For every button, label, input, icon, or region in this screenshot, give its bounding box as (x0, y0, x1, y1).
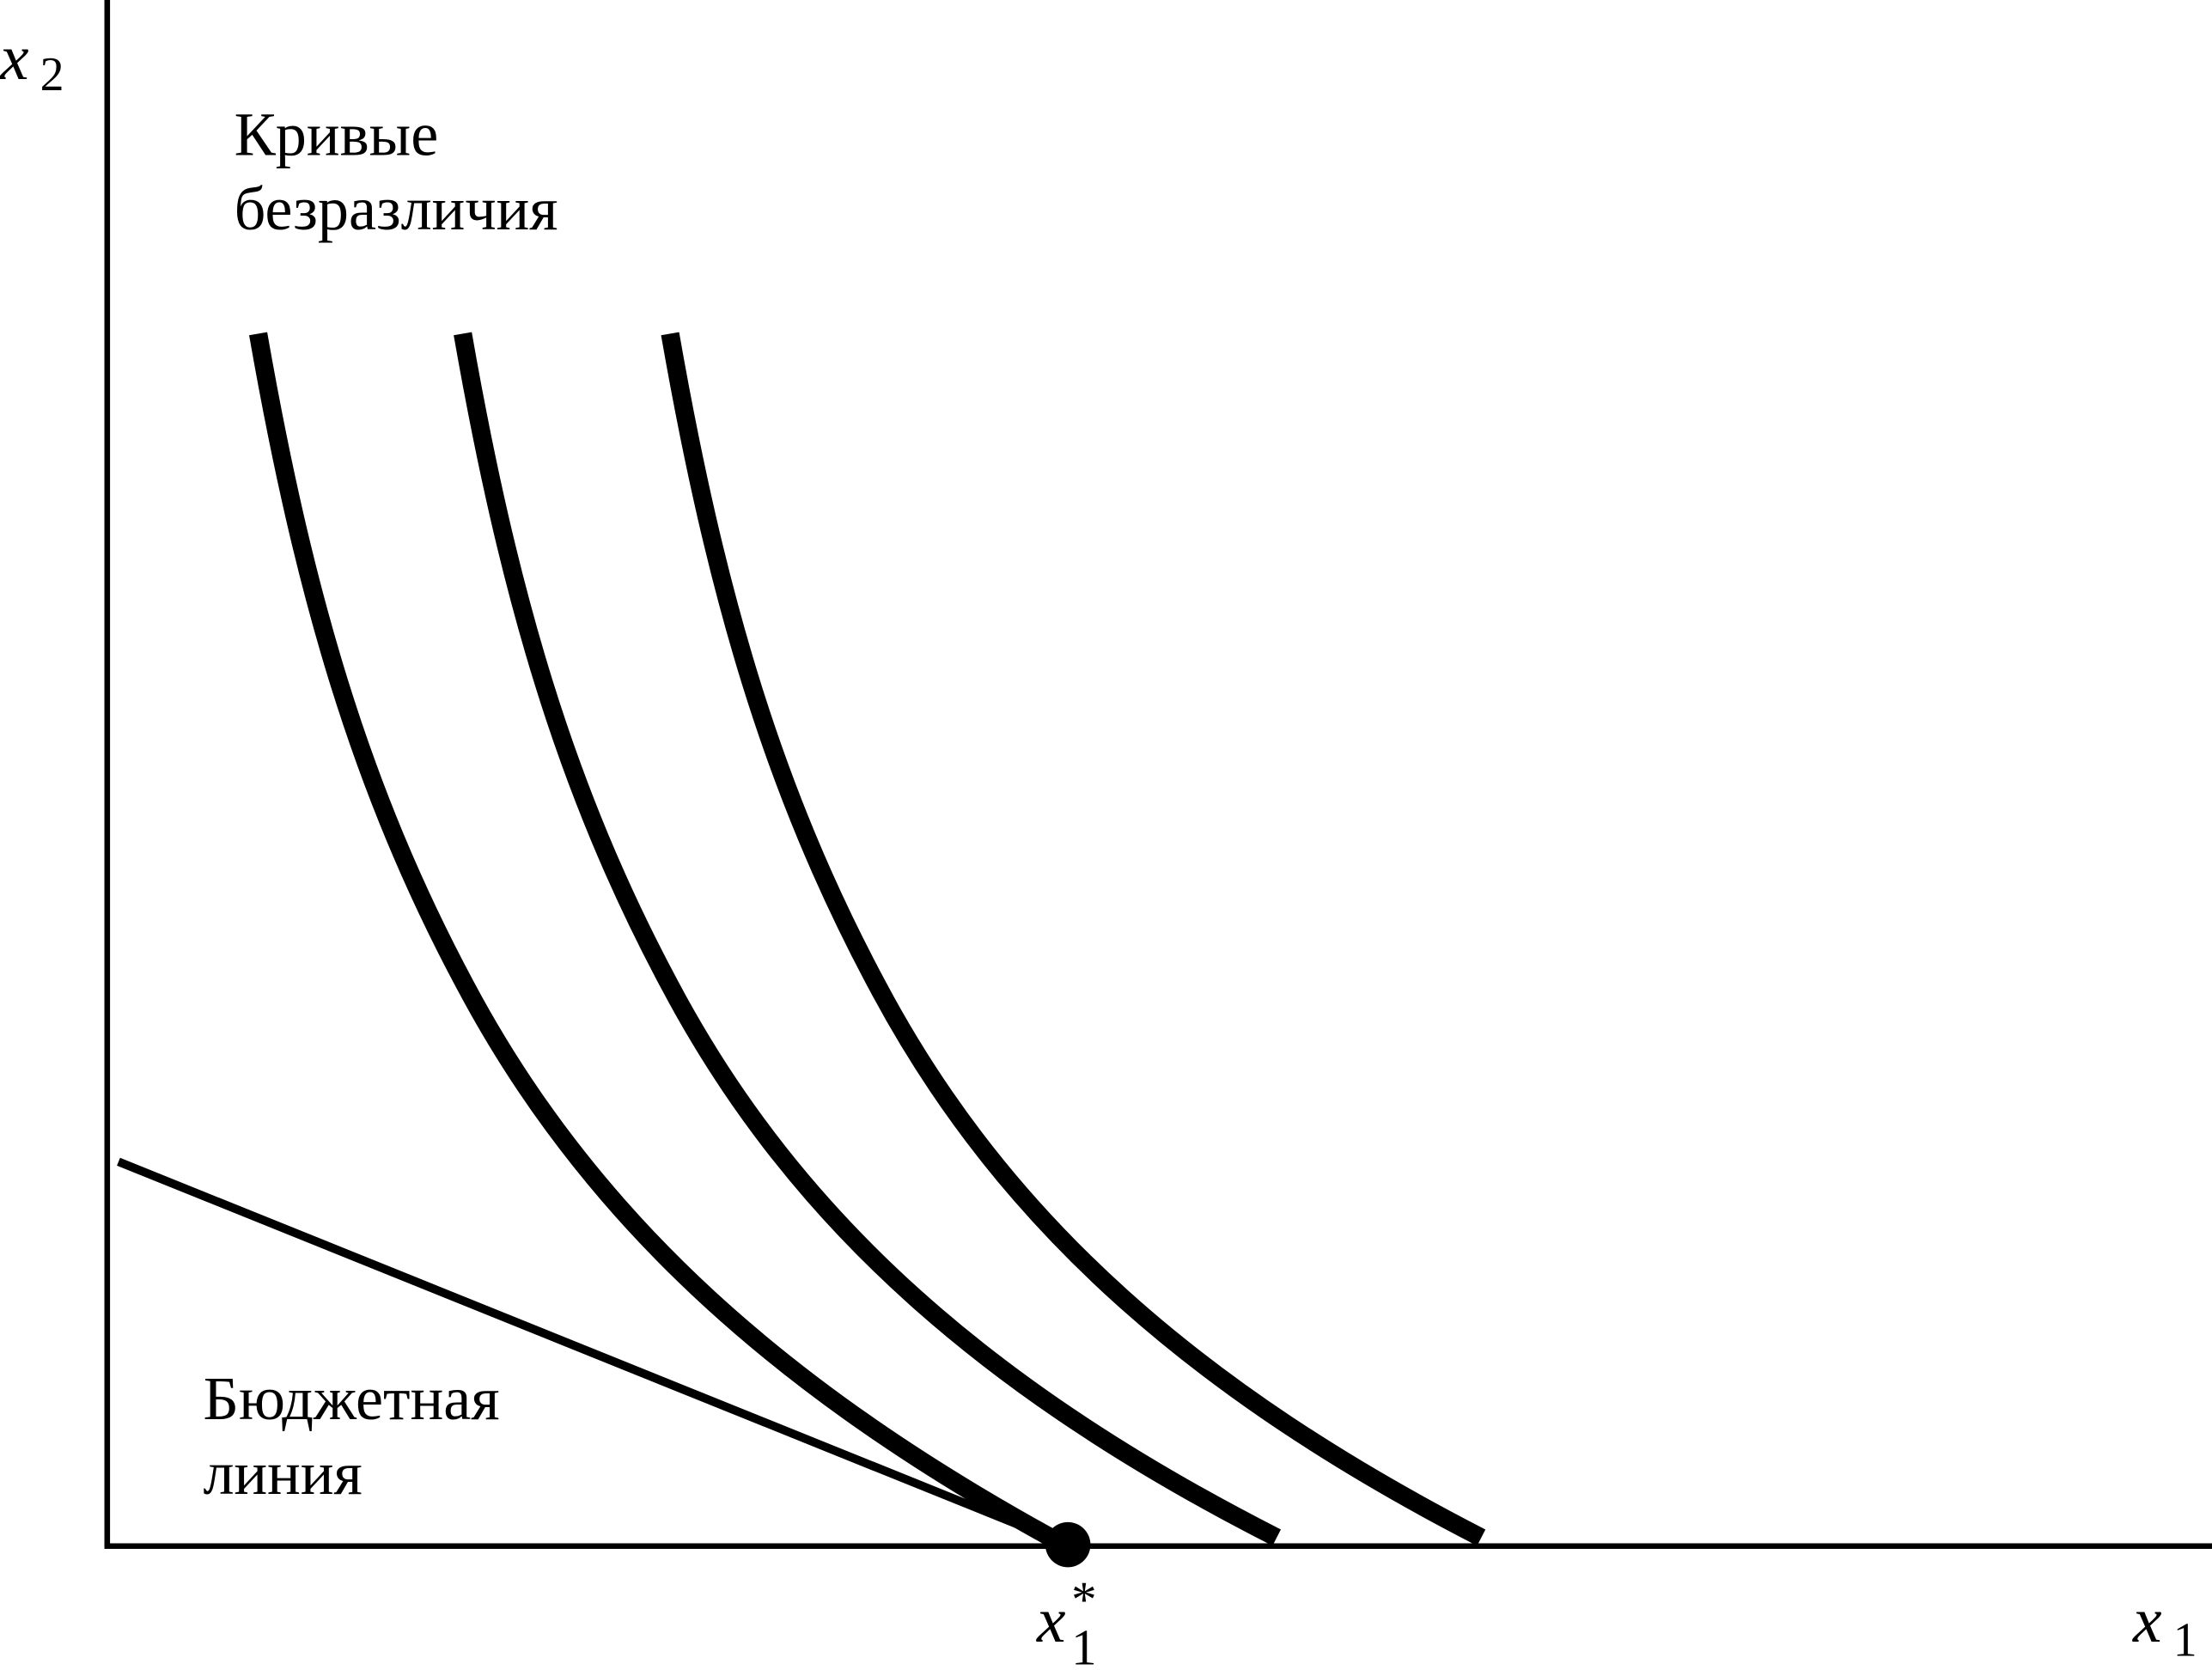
curves-annotation: безразличия (235, 174, 558, 243)
budget-annotation: линия (203, 1439, 362, 1508)
y-axis-label-sub: 2 (40, 48, 64, 101)
optimum-point (1045, 1521, 1091, 1568)
indifference-curves (249, 332, 1486, 1546)
indifference-curve (454, 332, 1282, 1546)
point-label-sub: 1 (1071, 1618, 1097, 1670)
y-axis-label-base: x (0, 22, 29, 94)
budget-line (117, 1157, 1070, 1549)
curves-annotation: Кривые (235, 100, 439, 168)
x-axis-label-base: x (2132, 1585, 2162, 1656)
point-label-sup: * (1071, 1571, 1097, 1628)
point-label-base: x (1036, 1585, 1066, 1656)
indifference-curve (249, 332, 1056, 1546)
indifference-curve (661, 332, 1486, 1546)
point-label: x * 1 (1036, 1571, 1097, 1670)
x-axis-label-sub: 1 (2173, 1614, 2197, 1667)
budget-annotation: Бюджетная (203, 1364, 499, 1433)
